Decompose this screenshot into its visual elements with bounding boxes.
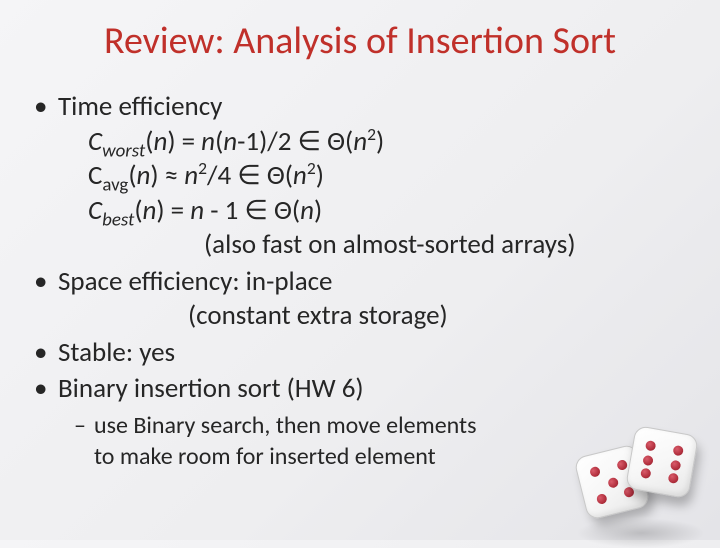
bullet-time-efficiency: Time efficiency Cworst(n) = n(n-1)/2 ∈ Θ… xyxy=(58,90,720,263)
note-space: (constant extra storage) xyxy=(58,299,720,334)
dice-decoration xyxy=(576,420,706,530)
bullet-stable: Stable: yes xyxy=(58,336,720,371)
text-stable: Stable: yes xyxy=(58,336,175,369)
die-right xyxy=(625,425,699,499)
text-space: Space efficiency: in-place xyxy=(58,265,333,298)
text-binary: Binary insertion sort (HW 6) xyxy=(58,372,364,405)
slide-body: Time efficiency Cworst(n) = n(n-1)/2 ∈ Θ… xyxy=(0,74,720,472)
bullet-space-efficiency: Space efficiency: in-place (constant ext… xyxy=(58,265,720,334)
dice-shadow xyxy=(576,518,706,548)
text-time-efficiency: Time efficiency xyxy=(58,90,222,123)
formula-avg: Cavg(n) ≈ n2/4 ∈ Θ(n2) xyxy=(58,159,720,194)
note-also-fast: (also fast on almost-sorted arrays) xyxy=(58,228,720,263)
formula-best: Cbest(n) = n - 1 ∈ Θ(n) xyxy=(58,194,720,229)
slide-title: Review: Analysis of Insertion Sort xyxy=(0,0,720,74)
formula-worst: Cworst(n) = n(n-1)/2 ∈ Θ(n2) xyxy=(58,125,720,160)
